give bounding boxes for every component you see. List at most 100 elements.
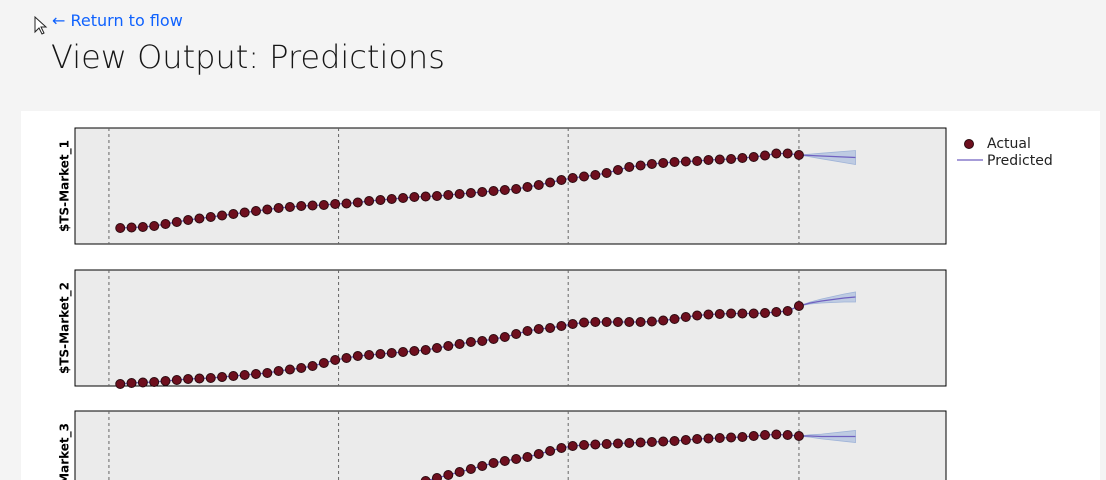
actual-point [443, 470, 454, 480]
actual-point [488, 186, 499, 196]
actual-point [556, 321, 567, 331]
actual-point [284, 364, 295, 375]
actual-point [296, 201, 307, 211]
actual-point [545, 177, 556, 188]
actual-point [443, 190, 454, 200]
actual-point [646, 316, 657, 327]
actual-point [579, 440, 590, 450]
actual-point [522, 452, 533, 462]
actual-point [431, 343, 442, 353]
actual-point [477, 187, 488, 197]
actual-point [228, 209, 239, 219]
actual-point [341, 198, 352, 209]
actual-point [669, 436, 680, 446]
actual-point [692, 156, 703, 166]
actual-point [658, 315, 669, 326]
actual-point [420, 476, 431, 480]
actual-point [307, 200, 318, 211]
actual-point [545, 446, 556, 456]
actual-point [137, 377, 148, 388]
actual-point [499, 185, 510, 195]
actual-point [680, 312, 691, 322]
actual-point [318, 200, 329, 210]
actual-point [499, 332, 510, 342]
actual-point [590, 317, 601, 327]
actual-point [556, 443, 567, 453]
actual-point [454, 189, 465, 199]
actual-point [194, 373, 205, 384]
actual-point [386, 194, 397, 204]
actual-point [669, 157, 680, 167]
actual-point [126, 378, 137, 388]
actual-point [579, 317, 590, 328]
actual-point [760, 430, 771, 440]
actual-point [522, 326, 533, 336]
y-axis-label: $TS-Market_2 [58, 282, 73, 374]
actual-point [658, 158, 669, 168]
actual-point [239, 207, 250, 218]
actual-point [318, 358, 329, 368]
actual-point [420, 191, 431, 202]
actual-point [488, 458, 499, 468]
actual-point [579, 171, 590, 182]
actual-point [726, 308, 737, 319]
actual-point [477, 461, 488, 471]
actual-point [443, 341, 454, 351]
actual-point [364, 350, 375, 360]
actual-point [205, 373, 216, 383]
actual-point [590, 439, 601, 450]
actual-point [364, 196, 375, 206]
page-title: View Output: Predictions [51, 38, 445, 76]
actual-point [465, 464, 476, 474]
actual-point [454, 467, 465, 477]
actual-point [545, 323, 556, 333]
actual-point [488, 334, 499, 344]
plot-area [74, 127, 947, 245]
actual-point [612, 438, 623, 449]
actual-point [635, 317, 646, 327]
actual-point [522, 182, 533, 192]
actual-point [624, 162, 635, 172]
actual-point [375, 349, 386, 359]
actual-point [737, 432, 748, 442]
actual-point [692, 434, 703, 444]
actual-point [601, 317, 612, 327]
actual-point [465, 188, 476, 198]
actual-point [398, 347, 409, 357]
actual-point [477, 336, 488, 346]
actual-point [726, 432, 737, 443]
actual-point [771, 148, 782, 159]
actual-point [782, 148, 793, 159]
actual-point [511, 329, 522, 339]
legend-label: Actual [987, 136, 1031, 152]
actual-point [250, 369, 261, 379]
actual-point [533, 180, 544, 190]
actual-point [703, 309, 714, 320]
actual-point [284, 202, 295, 212]
actual-point [601, 168, 612, 178]
actual-point [567, 173, 578, 183]
actual-point [262, 204, 273, 215]
actual-point [624, 438, 635, 448]
actual-point [590, 170, 601, 180]
actual-point [635, 160, 646, 171]
actual-point [183, 374, 194, 384]
actual-point [262, 368, 273, 378]
actual-point [296, 363, 307, 373]
actual-point [409, 346, 420, 356]
actual-point [375, 195, 386, 205]
actual-point [217, 210, 228, 221]
actual-point [533, 449, 544, 459]
actual-point [703, 433, 714, 444]
actual-point [330, 199, 341, 209]
actual-point [273, 366, 284, 376]
actual-point [194, 213, 205, 224]
actual-point [511, 454, 522, 464]
actual-point [205, 212, 216, 222]
actual-point [669, 314, 680, 324]
actual-point [126, 222, 137, 233]
actual-point [771, 429, 782, 440]
actual-point [171, 217, 182, 227]
return-link[interactable]: ← Return to flow [52, 11, 183, 30]
